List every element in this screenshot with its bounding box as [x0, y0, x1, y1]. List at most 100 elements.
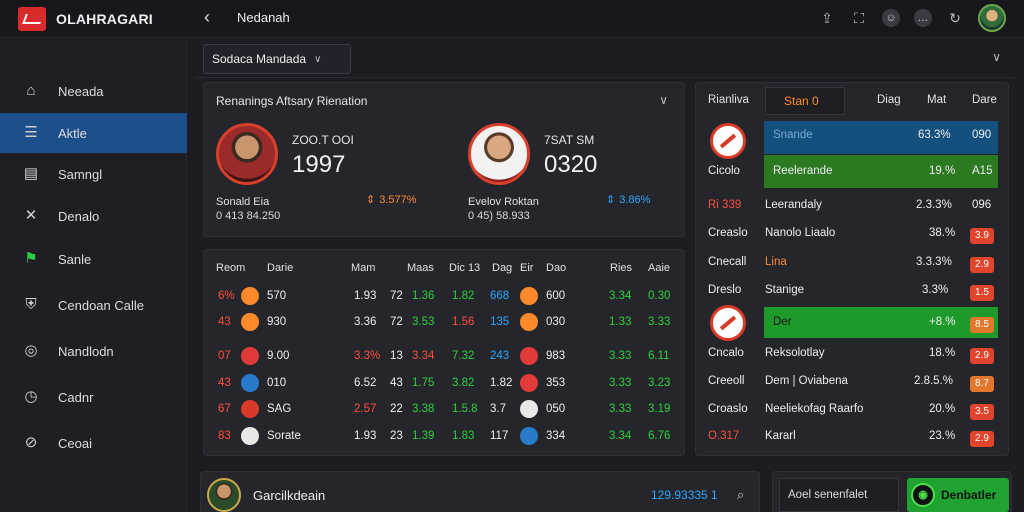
row-prefix: Cnecall: [708, 256, 747, 268]
value-cell: 72: [390, 290, 403, 302]
player-label: ZOO.T OOI: [292, 133, 354, 147]
column-header[interactable]: Dag: [492, 262, 513, 274]
column-header[interactable]: Diag: [877, 94, 901, 106]
submit-button[interactable]: ◉ Denbatler: [907, 478, 1009, 512]
sidebar-item-cendoan-calle[interactable]: ⛨ Cendoan Calle: [0, 285, 187, 325]
value-cell: 1.82: [452, 290, 475, 302]
standings-row[interactable]: Ri 339 Leerandaly 2.3.3% 096: [696, 195, 1008, 221]
chat-icon[interactable]: …: [914, 9, 932, 27]
season-select[interactable]: Sodaca Mandada ∨: [203, 44, 351, 74]
team-ball-icon: [241, 347, 259, 365]
brand[interactable]: OLAHRAGARI: [0, 0, 187, 38]
value-cell: 3.36: [354, 316, 377, 328]
chevron-down-icon[interactable]: ∨: [659, 93, 668, 107]
standings-row[interactable]: Cncalo Reksolotlay 18.% 2.9: [696, 343, 1008, 369]
table-row[interactable]: 43 010 6.52 43 1.75 3.82 1.82 353 3.33 3…: [204, 373, 684, 393]
value-cell: 1.93: [354, 290, 377, 302]
share-icon[interactable]: ⇪: [821, 10, 833, 26]
sidebar-item-neeada[interactable]: ⌂ Neeada: [0, 71, 187, 111]
sidebar-item-denalo[interactable]: ✕ Denalo: [0, 196, 187, 236]
refresh-icon[interactable]: ↻: [949, 10, 961, 26]
value-cell: 7.32: [452, 350, 475, 362]
list-icon: ☰: [24, 124, 38, 141]
sidebar-item-label: Cendoan Calle: [58, 297, 145, 313]
sidebar-item-nandlodn[interactable]: ◎ Nandlodn: [0, 331, 187, 371]
player-footer[interactable]: Garcilkdeain 129.93335 1 ⌕: [200, 471, 760, 512]
expand-icon[interactable]: ⛶: [854, 10, 864, 26]
user-avatar[interactable]: [978, 4, 1006, 32]
row-prefix: Creeoll: [708, 375, 745, 387]
standings-row[interactable]: Dreslo Stanige 3.3% 1.5: [696, 280, 1008, 306]
column-header[interactable]: Eir: [520, 262, 534, 274]
chevron-down-icon: ∨: [314, 53, 322, 65]
top-bar: OLAHRAGARI ‹ Nedanah ⇪ ⛶ ☺ … ↻: [0, 0, 1024, 38]
tab-label: Stan 0: [784, 94, 819, 108]
column-header[interactable]: Mam: [351, 262, 376, 274]
player-name: Evelov Roktan: [468, 196, 539, 208]
value-cell: 135: [490, 316, 510, 328]
standings-row[interactable]: O.317 Kararl 23.% 2.9: [696, 426, 1008, 452]
flag-icon: ⚑: [24, 250, 38, 267]
table-row[interactable]: 43 930 3.36 72 3.53 1.56 135 030 1.33 3.…: [204, 312, 684, 332]
player-score: 0320: [544, 151, 598, 178]
table-row[interactable]: 67 SAG 2.57 22 3.38 1.5.8 3.7 050 3.33 3…: [204, 399, 684, 419]
value-cell: 3.34: [609, 430, 632, 442]
value-cell: 668: [490, 290, 510, 302]
sidebar-item-cadnr[interactable]: ◷ Cadnr: [0, 377, 187, 417]
player-card[interactable]: 7SAT SM 0320 Evelov Roktan 0 45) 58.933 …: [456, 123, 686, 228]
column-header[interactable]: Aaie: [648, 262, 671, 274]
player-trend: ⇕ 3.577%: [366, 193, 417, 207]
column-header[interactable]: Maas: [407, 262, 434, 274]
tab-stan[interactable]: Stan 0: [765, 87, 845, 115]
back-chevron-icon[interactable]: ‹: [204, 7, 210, 27]
date-cell: 570: [267, 290, 287, 302]
sidebar: ⌂ Neeada ☰ Aktle ▤ Samngl ✕ Denalo ⚑ San…: [0, 38, 187, 512]
standings-row[interactable]: Snande 63.3% 090: [696, 125, 1008, 151]
player-trend-value: 3.86%: [619, 193, 651, 206]
table-row[interactable]: 83 Sorate 1.93 23 1.39 1.83 117 334 3.34…: [204, 426, 684, 446]
column-header[interactable]: Reom: [216, 262, 246, 274]
top-icons: ⇪ ⛶ ☺ … ↻: [818, 4, 1006, 32]
value-badge: 3.5: [970, 404, 994, 420]
player-card[interactable]: ZOO.T OOI 1997 Sonald Eia 0 413 84.250 ⇕…: [204, 123, 434, 228]
column-header[interactable]: Dare: [972, 94, 997, 106]
search-icon[interactable]: ⌕: [737, 487, 745, 502]
standings-row[interactable]: Creeoll Dem | Oviabena 2.8.5.% 8.7: [696, 371, 1008, 397]
player-stats: 0 45) 58.933: [468, 210, 530, 222]
sidebar-item-ceoai[interactable]: ⊘ Ceoai: [0, 423, 187, 463]
value-cell: 43: [390, 377, 403, 389]
table-row[interactable]: 07 9.00 3.3% 13 3.34 7.32 243 983 3.33 6…: [204, 346, 684, 366]
team-name: Dem | Oviabena: [765, 375, 848, 387]
value-cell: 1.93: [354, 430, 377, 442]
sidebar-item-label: Samngl: [58, 166, 103, 182]
value-badge: 8.7: [970, 376, 994, 392]
team-ball-icon: [241, 287, 259, 305]
column-header[interactable]: Darie: [267, 262, 294, 274]
date-cell: Sorate: [267, 430, 301, 442]
column-header[interactable]: Dic 13: [449, 262, 481, 274]
table-row[interactable]: 6% 570 1.93 72 1.36 1.82 668 600 3.34 0.…: [204, 286, 684, 306]
chevron-down-icon[interactable]: ∨: [992, 50, 1001, 64]
sidebar-item-label: Sanle: [58, 251, 92, 267]
sidebar-item-samngl[interactable]: ▤ Samngl: [0, 154, 187, 194]
value-cell: 353: [546, 377, 566, 389]
ban-icon: ⊘: [24, 434, 38, 451]
standings-row[interactable]: Creaslo Nanolo Liaalo 38.% 3.9: [696, 223, 1008, 249]
brand-name: OLAHRAGARI: [56, 11, 153, 27]
emoji-icon[interactable]: ☺: [882, 9, 900, 27]
column-header[interactable]: Mat: [927, 94, 947, 106]
row-prefix: Ri 339: [708, 199, 742, 211]
sidebar-item-aktle[interactable]: ☰ Aktle: [0, 113, 187, 153]
sidebar-item-sanle[interactable]: ⚑ Sanle: [0, 239, 187, 279]
column-header[interactable]: Dao: [546, 262, 567, 274]
standings-row[interactable]: Der +8.% 8.5: [696, 312, 1008, 338]
value-cell: 1.75: [412, 377, 435, 389]
standings-row[interactable]: Cicolo Reelerande 19.% A15: [696, 161, 1008, 187]
value-badge: 3.9: [970, 228, 994, 244]
column-header[interactable]: Ries: [610, 262, 633, 274]
text-input[interactable]: Aoel senenfalet: [779, 478, 899, 512]
standings-row[interactable]: Cnecall Lina 3.3.3% 2.9: [696, 252, 1008, 278]
standings-panel: Rianliva Stan 0 Diag Mat Dare Snande 63.…: [695, 82, 1009, 456]
standings-row[interactable]: Croaslo Neeliekofag Raarfo 20.% 3.5: [696, 399, 1008, 425]
sidebar-item-label: Nandlodn: [58, 343, 114, 359]
